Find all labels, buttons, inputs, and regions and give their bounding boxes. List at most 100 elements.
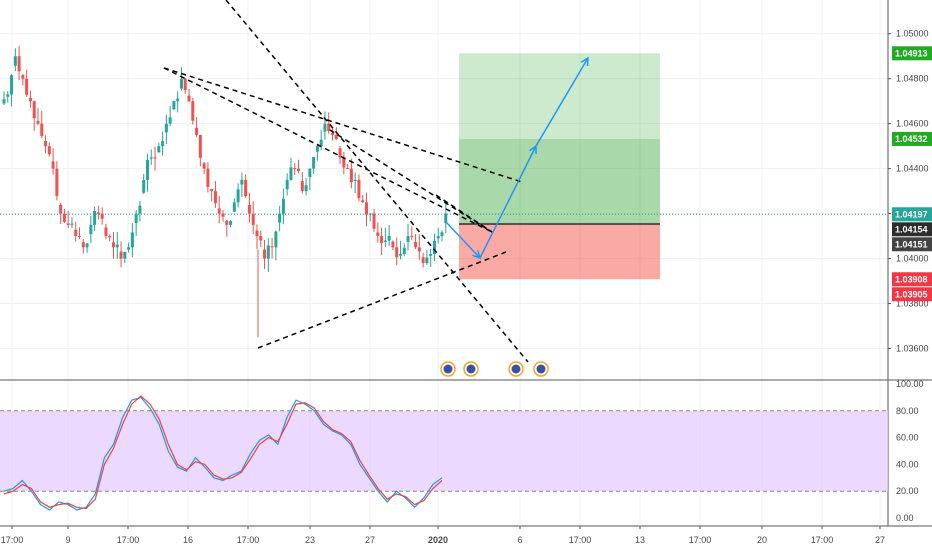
candle-body bbox=[417, 247, 421, 252]
candle-body bbox=[96, 212, 100, 214]
candle-body bbox=[263, 249, 267, 259]
candle-body bbox=[327, 123, 331, 132]
candle-body bbox=[104, 227, 108, 237]
candle-body bbox=[368, 213, 372, 215]
candle-body bbox=[319, 139, 323, 147]
candle-body bbox=[81, 242, 85, 248]
candle-body bbox=[251, 213, 255, 225]
candle-body bbox=[66, 223, 70, 225]
event-marker-flag bbox=[511, 364, 521, 374]
time-tick-label: 2020 bbox=[428, 535, 448, 545]
candle-body bbox=[100, 213, 104, 219]
candle-body bbox=[164, 123, 168, 133]
candle-body bbox=[44, 141, 48, 147]
candle-body bbox=[387, 235, 391, 241]
time-tick-label: 17:00 bbox=[811, 535, 834, 545]
time-tick-label: 17:00 bbox=[1, 535, 24, 545]
candle-body bbox=[202, 163, 206, 169]
candle-body bbox=[312, 157, 316, 169]
candle-body bbox=[213, 191, 217, 204]
price-tag bbox=[892, 237, 932, 252]
candle-body bbox=[55, 168, 59, 196]
time-tick-label: 17:00 bbox=[237, 535, 260, 545]
price-tick-label: 1.05000 bbox=[896, 29, 929, 39]
price-tag-label: 1.04154 bbox=[895, 224, 928, 234]
oscillator-tick-label: 40.00 bbox=[896, 459, 919, 469]
price-tag-label: 1.03908 bbox=[895, 274, 928, 284]
candle-body bbox=[331, 133, 334, 135]
price-tag-label: 1.03905 bbox=[895, 289, 928, 299]
price-tick-label: 1.04400 bbox=[896, 164, 929, 174]
candle-body bbox=[47, 146, 51, 155]
candle-body bbox=[145, 159, 149, 180]
candle-body bbox=[304, 185, 308, 192]
oscillator-series-line bbox=[3, 396, 443, 511]
candle-body bbox=[210, 189, 214, 192]
candle-body bbox=[432, 240, 436, 255]
candle-body bbox=[191, 101, 195, 121]
candle-body bbox=[308, 168, 312, 177]
price-tag-label: 1.04913 bbox=[895, 48, 928, 58]
candle-body bbox=[13, 56, 17, 66]
price-tag bbox=[892, 131, 932, 146]
price-tag-label: 1.04532 bbox=[895, 134, 928, 144]
candle-body bbox=[78, 236, 82, 238]
candle-body bbox=[10, 75, 14, 95]
price-tick-label: 1.03600 bbox=[896, 344, 929, 354]
price-tag-label: 1.04197 bbox=[895, 209, 928, 219]
oscillator-tick-label: 80.00 bbox=[896, 406, 919, 416]
time-tick-label: 17:00 bbox=[117, 535, 140, 545]
candle-body bbox=[444, 213, 448, 223]
candle-body bbox=[281, 198, 285, 214]
time-tick-label: 27 bbox=[875, 535, 885, 545]
candle-body bbox=[338, 148, 342, 158]
candle-body bbox=[353, 179, 357, 182]
candle-body bbox=[70, 223, 74, 225]
candle-body bbox=[391, 241, 395, 248]
candle-body bbox=[297, 168, 301, 172]
candle-body bbox=[232, 202, 236, 212]
candle-body bbox=[229, 221, 233, 225]
projection-arrowhead bbox=[472, 250, 482, 260]
candle-body bbox=[93, 211, 97, 225]
candle-body bbox=[266, 245, 270, 259]
time-tick-label: 23 bbox=[305, 535, 315, 545]
trend-line bbox=[435, 194, 493, 233]
candle-body bbox=[187, 95, 191, 102]
candle-body bbox=[51, 161, 55, 169]
event-marker-flag bbox=[536, 364, 546, 374]
candle-body bbox=[217, 208, 221, 214]
price-tick-label: 1.03800 bbox=[896, 299, 929, 309]
candle-body bbox=[259, 236, 263, 241]
candle-body bbox=[364, 202, 368, 215]
candle-body bbox=[244, 179, 248, 197]
position-loss-zone bbox=[459, 223, 660, 280]
candle-body bbox=[440, 232, 444, 237]
price-tag-label: 1.04151 bbox=[895, 239, 928, 249]
candle-body bbox=[157, 146, 161, 153]
candle-body bbox=[161, 141, 165, 147]
candle-body bbox=[278, 213, 282, 223]
candle-body bbox=[225, 220, 229, 225]
trend-line bbox=[225, 0, 529, 363]
time-tick-label: 17:00 bbox=[689, 535, 712, 545]
candle-body bbox=[293, 168, 297, 170]
candle-body bbox=[40, 123, 44, 136]
candle-body bbox=[270, 246, 274, 248]
candle-body bbox=[240, 179, 244, 185]
time-tick-label: 20 bbox=[757, 535, 767, 545]
trend-line bbox=[329, 129, 493, 233]
time-tick-label: 9 bbox=[65, 535, 70, 545]
candle-body bbox=[342, 157, 346, 168]
candle-body bbox=[361, 200, 365, 203]
candle-body bbox=[115, 244, 119, 248]
candle-body bbox=[149, 157, 153, 159]
candle-body bbox=[28, 97, 32, 102]
candle-body bbox=[179, 78, 183, 89]
price-tag bbox=[892, 222, 932, 237]
candle-body bbox=[6, 94, 10, 97]
candle-body bbox=[236, 189, 240, 203]
candle-body bbox=[425, 257, 429, 264]
candle-body bbox=[414, 241, 418, 248]
candle-body bbox=[134, 213, 138, 223]
